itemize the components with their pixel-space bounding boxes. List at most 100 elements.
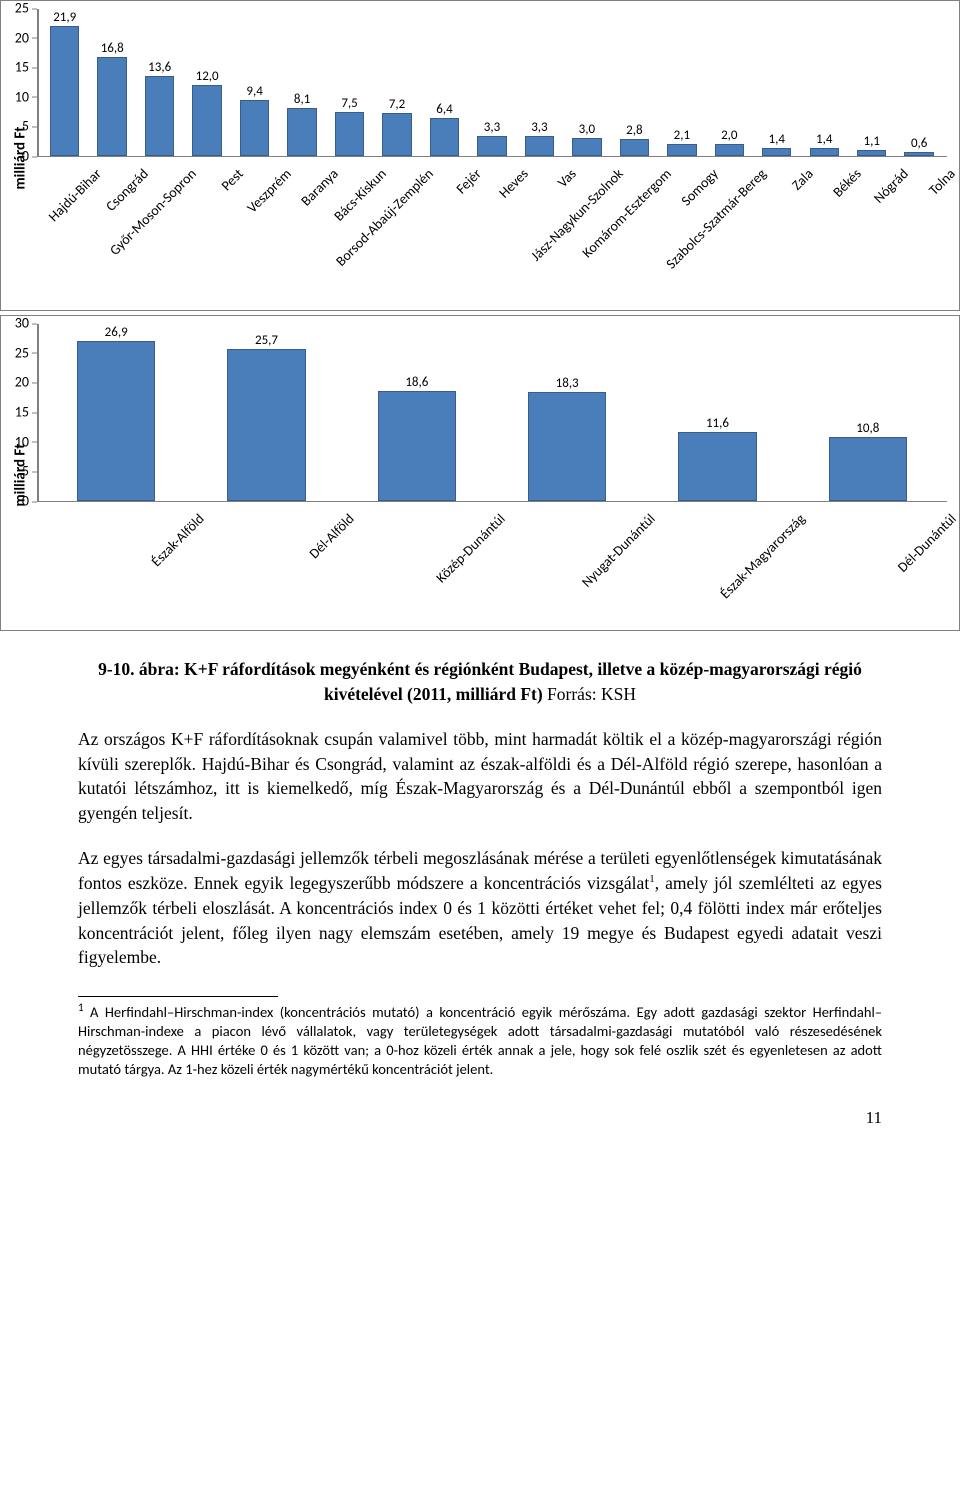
bar-value-label: 7,5: [341, 96, 357, 111]
chart-1-plot-wrap: 0510152025 21,916,813,612,09,48,17,57,26…: [33, 9, 947, 306]
chart-1-area: milliárd Ft 0510152025 21,916,813,612,09…: [9, 9, 947, 306]
bar-column: 18,3: [492, 324, 642, 501]
y-tick: 0: [22, 493, 29, 510]
bar-value-label: 8,1: [294, 92, 310, 107]
y-tick: 20: [15, 29, 29, 46]
bar-value-label: 2,0: [721, 128, 737, 143]
bar-column: 25,7: [191, 324, 341, 501]
bar-value-label: 10,8: [856, 421, 879, 436]
caption-source: Forrás: KSH: [547, 684, 636, 704]
chart-2-plot-wrap: 051015202530 26,925,718,618,311,610,8 És…: [33, 324, 947, 626]
bar-value-label: 3,0: [579, 122, 595, 137]
bar-value-label: 0,6: [911, 136, 927, 151]
bar-column: 1,4: [801, 9, 848, 156]
bar-column: 8,1: [278, 9, 325, 156]
bar-value-label: 2,8: [626, 123, 642, 138]
bar-value-label: 12,0: [196, 69, 219, 84]
footnote-text: A Herfindahl–Hirschman-index (koncentrác…: [78, 1003, 882, 1078]
y-tick: 15: [15, 59, 29, 76]
bar-value-label: 3,3: [531, 120, 547, 135]
y-tick: 10: [15, 88, 29, 105]
bar: [678, 432, 756, 501]
bar: [240, 100, 269, 156]
body-text: 9-10. ábra: K+F ráfordítások megyénként …: [0, 635, 960, 1078]
bar: [382, 113, 411, 156]
bar-column: 10,8: [793, 324, 943, 501]
bar-column: 3,3: [468, 9, 515, 156]
bar: [50, 26, 79, 156]
bar-value-label: 18,6: [405, 375, 428, 390]
bar-value-label: 25,7: [255, 333, 278, 348]
bar-value-label: 6,4: [436, 102, 452, 117]
bar: [227, 349, 305, 501]
bar-column: 3,3: [516, 9, 563, 156]
bar-column: 13,6: [136, 9, 183, 156]
caption-title: K+F ráfordítások megyénként és régiónkén…: [184, 659, 862, 704]
page-number: 11: [0, 1078, 960, 1148]
bar-value-label: 7,2: [389, 97, 405, 112]
footnote-separator: [78, 996, 278, 997]
bar-column: 2,8: [611, 9, 658, 156]
bar: [97, 57, 126, 156]
bar: [335, 112, 364, 156]
chart-2-frame: milliárd Ft 051015202530 26,925,718,618,…: [0, 315, 960, 631]
chart-2-area: milliárd Ft 051015202530 26,925,718,618,…: [9, 324, 947, 626]
bar: [192, 85, 221, 156]
bar: [857, 150, 886, 157]
bar: [77, 341, 155, 501]
bar-column: 11,6: [642, 324, 792, 501]
figure-caption: 9-10. ábra: K+F ráfordítások megyénként …: [78, 657, 882, 707]
y-tick: 5: [22, 463, 29, 480]
bar: [525, 136, 554, 156]
paragraph-2: Az egyes társadalmi-gazdasági jellemzők …: [78, 846, 882, 970]
bar-value-label: 18,3: [556, 376, 579, 391]
bar-column: 7,2: [373, 9, 420, 156]
bar: [528, 392, 606, 501]
bar-value-label: 1,4: [769, 132, 785, 147]
bar: [829, 437, 907, 501]
bar-value-label: 26,9: [105, 325, 128, 340]
bar-value-label: 2,1: [674, 128, 690, 143]
bar: [477, 136, 506, 156]
bar: [810, 148, 839, 156]
bar-value-label: 13,6: [148, 60, 171, 75]
bar-column: 3,0: [563, 9, 610, 156]
bar-value-label: 1,1: [863, 134, 879, 149]
bar-column: 1,1: [848, 9, 895, 156]
y-tick: 20: [15, 374, 29, 391]
bar-value-label: 1,4: [816, 132, 832, 147]
bar: [715, 144, 744, 156]
bar-column: 16,8: [88, 9, 135, 156]
chart-1-plot: 0510152025 21,916,813,612,09,48,17,57,26…: [37, 9, 947, 157]
y-tick: 10: [15, 433, 29, 450]
bar: [378, 391, 456, 501]
bar: [667, 144, 696, 156]
y-tick: 0: [22, 148, 29, 165]
bar-value-label: 3,3: [484, 120, 500, 135]
bar-value-label: 16,8: [101, 41, 124, 56]
chart-1-frame: milliárd Ft 0510152025 21,916,813,612,09…: [0, 0, 960, 311]
y-tick: 5: [22, 118, 29, 135]
y-tick: 25: [15, 0, 29, 17]
bar: [145, 76, 174, 157]
bar-column: 1,4: [753, 9, 800, 156]
bar-column: 26,9: [41, 324, 191, 501]
caption-fignum: 9-10. ábra:: [98, 659, 184, 679]
footnote-1: 1 A Herfindahl–Hirschman-index (koncentr…: [78, 1001, 882, 1078]
y-tick: 25: [15, 344, 29, 361]
bar: [430, 118, 459, 156]
bar-value-label: 21,9: [53, 10, 76, 25]
bar-column: 0,6: [895, 9, 942, 156]
bar-column: 21,9: [41, 9, 88, 156]
bar-column: 7,5: [326, 9, 373, 156]
paragraph-1: Az országos K+F ráfordításoknak csupán v…: [78, 727, 882, 826]
bar-column: 9,4: [231, 9, 278, 156]
bar-column: 6,4: [421, 9, 468, 156]
bar: [287, 108, 316, 156]
chart-2-bars: 26,9 25,7 18,6 18,3 11,6 10,8: [37, 324, 947, 501]
bar-column: 2,1: [658, 9, 705, 156]
bar: [620, 139, 649, 156]
bar-column: 12,0: [183, 9, 230, 156]
bar-value-label: 9,4: [246, 84, 262, 99]
y-tick: 30: [15, 315, 29, 332]
